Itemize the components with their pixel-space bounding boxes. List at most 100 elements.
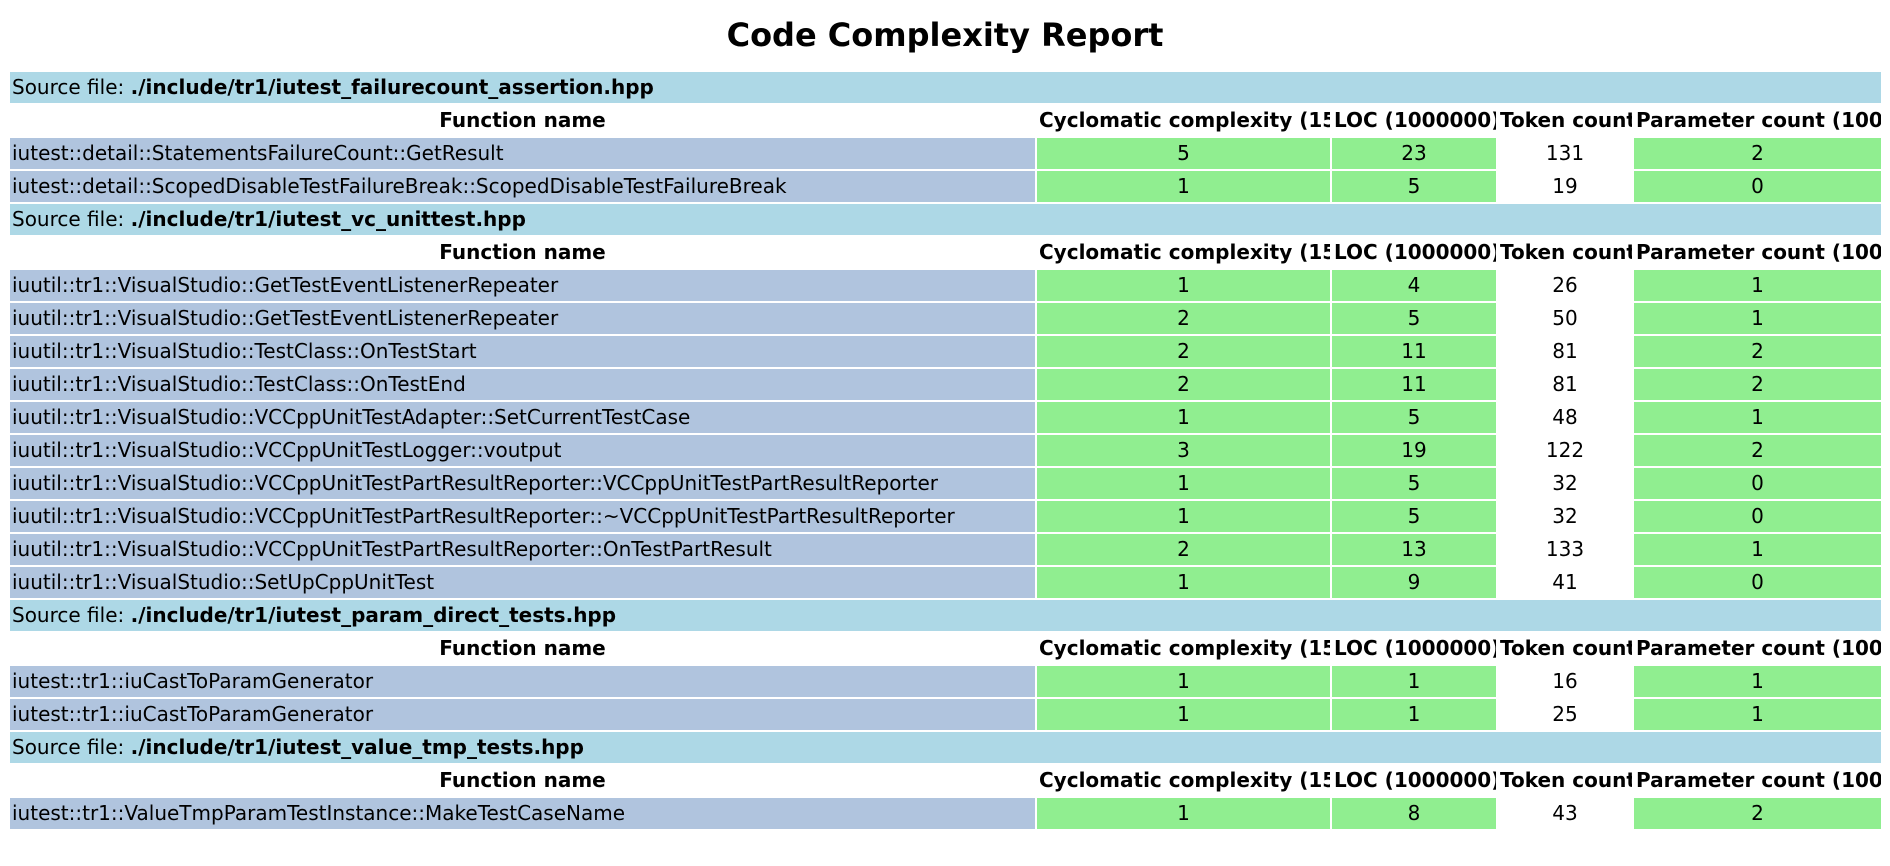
header-loc: LOC (1000000) <box>1332 765 1496 796</box>
table-row: iuutil::tr1::VisualStudio::SetUpCppUnitT… <box>10 567 1882 598</box>
function-name-cell: iutest::detail::StatementsFailureCount::… <box>10 138 1035 169</box>
source-file-cell: Source file: ./include/tr1/iutest_failur… <box>10 72 1882 103</box>
source-file-row: Source file: ./include/tr1/iutest_failur… <box>10 72 1882 103</box>
header-function-name: Function name <box>10 765 1035 796</box>
table-row: iutest::tr1::iuCastToParamGenerator 1 1 16 1 <box>10 666 1882 697</box>
parameter-count-cell: 0 <box>1634 501 1882 532</box>
header-function-name: Function name <box>10 633 1035 664</box>
parameter-count-cell: 0 <box>1634 567 1882 598</box>
loc-cell: 13 <box>1332 534 1496 565</box>
cyclomatic-complexity-cell: 1 <box>1037 699 1330 730</box>
header-parameter-count: Parameter count (100) <box>1634 237 1882 268</box>
cyclomatic-complexity-cell: 3 <box>1037 435 1330 466</box>
column-header-row: Function name Cyclomatic complexity (15) L… <box>10 105 1882 136</box>
cyclomatic-complexity-cell: 1 <box>1037 567 1330 598</box>
parameter-count-cell: 2 <box>1634 435 1882 466</box>
loc-cell: 9 <box>1332 567 1496 598</box>
header-cyclomatic-complexity: Cyclomatic complexity (15) <box>1037 765 1330 796</box>
source-file-row: Source file: ./include/tr1/iutest_vc_uni… <box>10 204 1882 235</box>
table-row: iuutil::tr1::VisualStudio::VCCppUnitTest… <box>10 501 1882 532</box>
token-count-cell: 25 <box>1498 699 1632 730</box>
parameter-count-cell: 1 <box>1634 699 1882 730</box>
source-file-path: ./include/tr1/iutest_value_tmp_tests.hpp <box>130 735 584 759</box>
cyclomatic-complexity-cell: 1 <box>1037 468 1330 499</box>
cyclomatic-complexity-cell: 1 <box>1037 798 1330 829</box>
parameter-count-cell: 2 <box>1634 336 1882 367</box>
loc-cell: 5 <box>1332 468 1496 499</box>
header-token-count: Token count <box>1498 237 1632 268</box>
token-count-cell: 19 <box>1498 171 1632 202</box>
cyclomatic-complexity-cell: 1 <box>1037 402 1330 433</box>
parameter-count-cell: 2 <box>1634 798 1882 829</box>
column-header-row: Function name Cyclomatic complexity (15) L… <box>10 633 1882 664</box>
function-name-cell: iuutil::tr1::VisualStudio::TestClass::On… <box>10 369 1035 400</box>
header-parameter-count: Parameter count (100) <box>1634 765 1882 796</box>
header-loc: LOC (1000000) <box>1332 237 1496 268</box>
parameter-count-cell: 0 <box>1634 171 1882 202</box>
header-cyclomatic-complexity: Cyclomatic complexity (15) <box>1037 237 1330 268</box>
token-count-cell: 26 <box>1498 270 1632 301</box>
loc-cell: 5 <box>1332 303 1496 334</box>
source-file-path: ./include/tr1/iutest_param_direct_tests.… <box>130 603 617 627</box>
function-name-cell: iuutil::tr1::VisualStudio::SetUpCppUnitT… <box>10 567 1035 598</box>
token-count-cell: 41 <box>1498 567 1632 598</box>
cyclomatic-complexity-cell: 1 <box>1037 666 1330 697</box>
table-row: iuutil::tr1::VisualStudio::VCCppUnitTest… <box>10 402 1882 433</box>
loc-cell: 1 <box>1332 699 1496 730</box>
table-row: iutest::tr1::iuCastToParamGenerator 1 1 25 1 <box>10 699 1882 730</box>
cyclomatic-complexity-cell: 1 <box>1037 171 1330 202</box>
function-name-cell: iuutil::tr1::VisualStudio::VCCppUnitTest… <box>10 534 1035 565</box>
complexity-table: Source file: ./include/tr1/iutest_failur… <box>8 70 1883 831</box>
table-row: iuutil::tr1::VisualStudio::TestClass::On… <box>10 336 1882 367</box>
loc-cell: 11 <box>1332 369 1496 400</box>
table-row: iuutil::tr1::VisualStudio::GetTestEventL… <box>10 270 1882 301</box>
loc-cell: 5 <box>1332 501 1496 532</box>
source-file-cell: Source file: ./include/tr1/iutest_param_… <box>10 600 1882 631</box>
table-row: iuutil::tr1::VisualStudio::VCCppUnitTest… <box>10 534 1882 565</box>
function-name-cell: iutest::tr1::ValueTmpParamTestInstance::… <box>10 798 1035 829</box>
loc-cell: 4 <box>1332 270 1496 301</box>
token-count-cell: 81 <box>1498 336 1632 367</box>
parameter-count-cell: 1 <box>1634 534 1882 565</box>
token-count-cell: 122 <box>1498 435 1632 466</box>
table-row: iutest::detail::StatementsFailureCount::… <box>10 138 1882 169</box>
source-file-label: Source file: <box>12 75 131 99</box>
page-title: Code Complexity Report <box>726 16 1164 54</box>
source-file-cell: Source file: ./include/tr1/iutest_value_… <box>10 732 1882 763</box>
header-cyclomatic-complexity: Cyclomatic complexity (15) <box>1037 105 1330 136</box>
function-name-cell: iutest::detail::ScopedDisableTestFailure… <box>10 171 1035 202</box>
cyclomatic-complexity-cell: 2 <box>1037 534 1330 565</box>
function-name-cell: iuutil::tr1::VisualStudio::VCCppUnitTest… <box>10 402 1035 433</box>
loc-cell: 1 <box>1332 666 1496 697</box>
token-count-cell: 50 <box>1498 303 1632 334</box>
parameter-count-cell: 1 <box>1634 303 1882 334</box>
cyclomatic-complexity-cell: 1 <box>1037 270 1330 301</box>
header-parameter-count: Parameter count (100) <box>1634 633 1882 664</box>
function-name-cell: iutest::tr1::iuCastToParamGenerator <box>10 666 1035 697</box>
source-file-path: ./include/tr1/iutest_failurecount_assert… <box>130 75 654 99</box>
cyclomatic-complexity-cell: 2 <box>1037 336 1330 367</box>
parameter-count-cell: 0 <box>1634 468 1882 499</box>
table-row: iutest::detail::ScopedDisableTestFailure… <box>10 171 1882 202</box>
loc-cell: 23 <box>1332 138 1496 169</box>
source-file-path: ./include/tr1/iutest_vc_unittest.hpp <box>130 207 526 231</box>
function-name-cell: iuutil::tr1::VisualStudio::GetTestEventL… <box>10 270 1035 301</box>
header-token-count: Token count <box>1498 633 1632 664</box>
token-count-cell: 48 <box>1498 402 1632 433</box>
token-count-cell: 43 <box>1498 798 1632 829</box>
table-row: iuutil::tr1::VisualStudio::GetTestEventL… <box>10 303 1882 334</box>
header-cyclomatic-complexity: Cyclomatic complexity (15) <box>1037 633 1330 664</box>
token-count-cell: 32 <box>1498 501 1632 532</box>
function-name-cell: iuutil::tr1::VisualStudio::VCCppUnitTest… <box>10 501 1035 532</box>
header-function-name: Function name <box>10 237 1035 268</box>
function-name-cell: iuutil::tr1::VisualStudio::GetTestEventL… <box>10 303 1035 334</box>
column-header-row: Function name Cyclomatic complexity (15) L… <box>10 765 1882 796</box>
function-name-cell: iuutil::tr1::VisualStudio::VCCppUnitTest… <box>10 435 1035 466</box>
cyclomatic-complexity-cell: 2 <box>1037 369 1330 400</box>
loc-cell: 5 <box>1332 402 1496 433</box>
header-loc: LOC (1000000) <box>1332 105 1496 136</box>
parameter-count-cell: 1 <box>1634 666 1882 697</box>
source-file-row: Source file: ./include/tr1/iutest_param_… <box>10 600 1882 631</box>
function-name-cell: iuutil::tr1::VisualStudio::VCCppUnitTest… <box>10 468 1035 499</box>
token-count-cell: 131 <box>1498 138 1632 169</box>
